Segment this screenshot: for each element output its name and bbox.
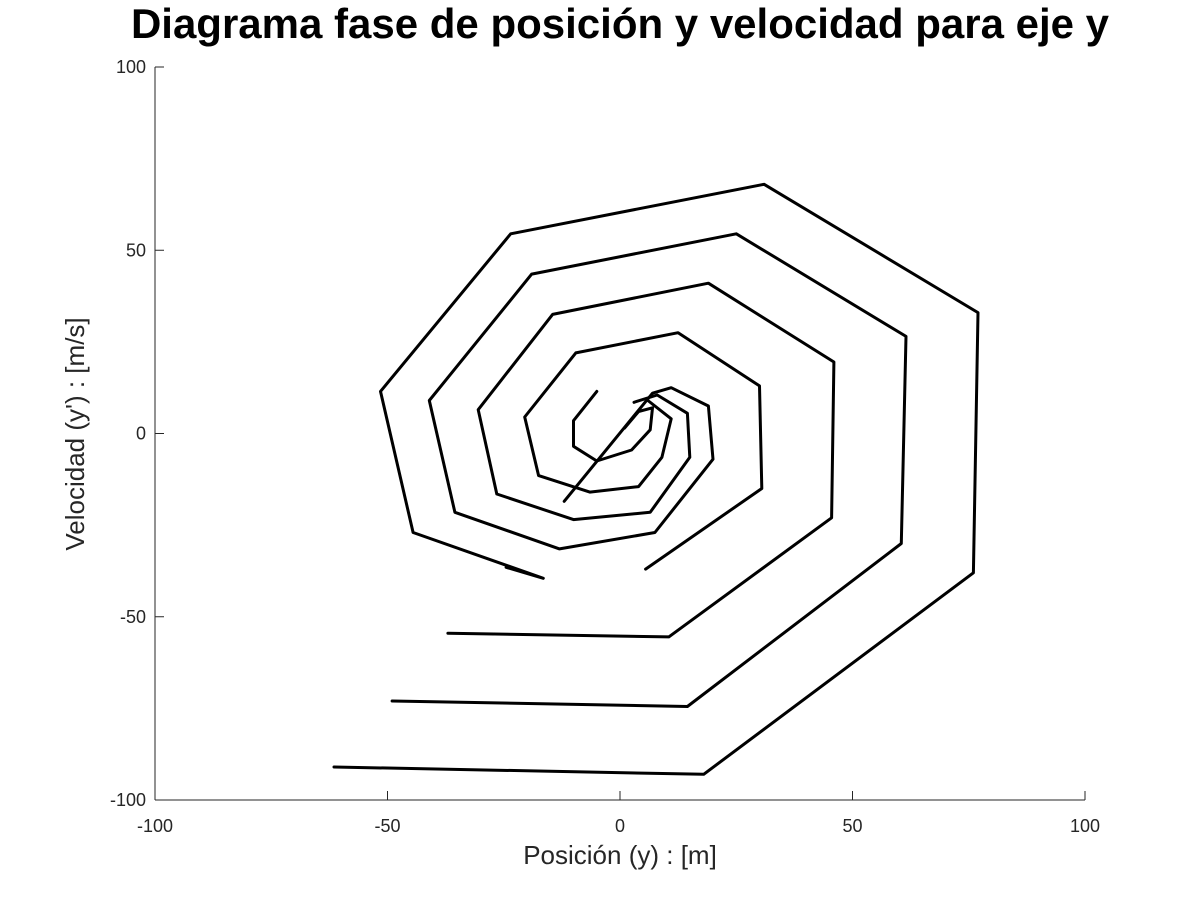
phase-trajectory-line-1 (332, 182, 980, 776)
phase-trajectory-line-2 (390, 232, 908, 708)
series-group (332, 182, 980, 776)
phase-trajectory-line-5 (572, 389, 654, 463)
y-ticks: -100 -50 0 50 100 (110, 57, 164, 810)
x-tick-label: 50 (842, 816, 862, 836)
x-tick-label: -50 (374, 816, 400, 836)
x-ticks: -100 -50 0 50 100 (137, 791, 1100, 836)
y-tick-label: -100 (110, 790, 146, 810)
y-tick-label: 100 (116, 57, 146, 77)
phase-trajectory-line-3 (446, 281, 836, 639)
x-tick-label: -100 (137, 816, 173, 836)
x-tick-label: 0 (615, 816, 625, 836)
x-tick-label: 100 (1070, 816, 1100, 836)
y-axis-label: Velocidad (y') : [m/s] (60, 317, 90, 550)
x-axis-label: Posición (y) : [m] (523, 840, 717, 870)
phase-trajectory-line-4 (523, 331, 764, 571)
y-tick-label: -50 (120, 607, 146, 627)
chart-title: Diagrama fase de posición y velocidad pa… (131, 0, 1110, 47)
y-tick-label: 50 (126, 240, 146, 260)
y-tick-label: 0 (136, 424, 146, 444)
